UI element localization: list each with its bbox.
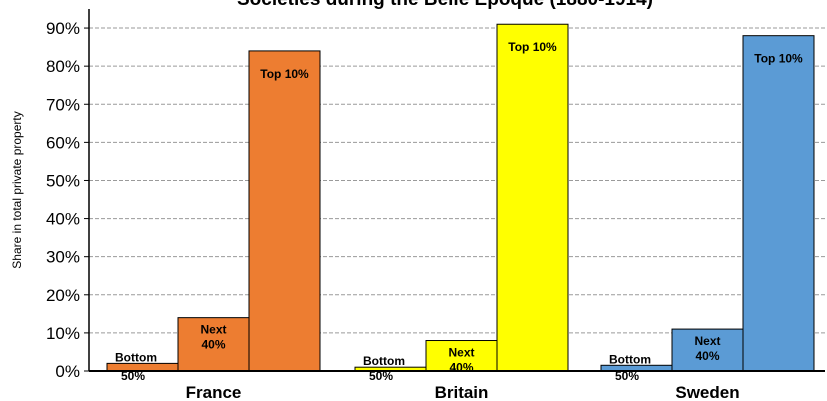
bar-label: Next — [448, 346, 474, 360]
y-tick-label: 20% — [46, 286, 80, 305]
bar-label: Top 10% — [754, 52, 803, 66]
bar-label: 40% — [201, 338, 225, 352]
y-tick-label: 90% — [46, 19, 80, 38]
y-tick-label: 50% — [46, 171, 80, 190]
gridlines — [89, 27, 825, 334]
y-tick-label: 60% — [46, 133, 80, 152]
y-tick-label: 0% — [55, 362, 80, 381]
bar — [671, 328, 744, 372]
y-tick-label: 40% — [46, 210, 80, 229]
category-label: Sweden — [675, 383, 739, 401]
labels: 0%10%20%30%40%50%60%70%80%90%Bottom50%Ne… — [46, 19, 803, 401]
bar — [742, 35, 815, 372]
axes — [84, 9, 825, 372]
bar-label: 40% — [449, 361, 473, 375]
y-tick-label: 70% — [46, 95, 80, 114]
bar-label: Bottom — [115, 350, 157, 364]
chart-title: Societies during the Belle Époque (1880-… — [237, 0, 653, 10]
bar — [496, 23, 569, 372]
bars — [106, 23, 815, 372]
bar — [248, 50, 321, 372]
bar-label: Bottom — [609, 352, 651, 366]
bar-label: Top 10% — [508, 40, 557, 54]
bar-label: 40% — [695, 349, 719, 363]
category-label: Britain — [435, 383, 489, 401]
y-tick-label: 10% — [46, 324, 80, 343]
bar-label: Next — [200, 323, 226, 337]
bar-label: 50% — [615, 369, 639, 383]
bar-label: Top 10% — [260, 67, 309, 81]
bar-label: Next — [694, 334, 720, 348]
y-tick-label: 80% — [46, 57, 80, 76]
bar — [177, 317, 250, 372]
bar-label: 50% — [121, 369, 145, 383]
category-label: France — [186, 383, 242, 401]
bar-label: 50% — [369, 369, 393, 383]
y-axis-label: Share in total private property — [10, 111, 24, 268]
y-tick-label: 30% — [46, 248, 80, 267]
bar-label: Bottom — [363, 354, 405, 368]
